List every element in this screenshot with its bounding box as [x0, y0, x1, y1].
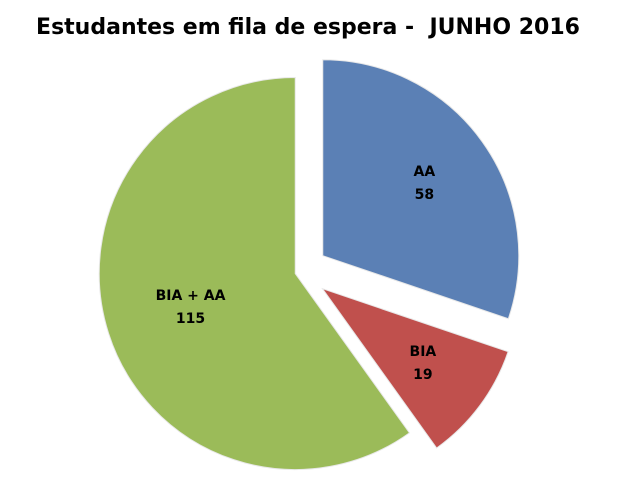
- pie-slice: [322, 59, 520, 320]
- slice-value: 58: [415, 187, 434, 203]
- slice-value: 19: [413, 367, 432, 383]
- slice-value: 115: [176, 311, 205, 327]
- pie-slice: [98, 77, 411, 470]
- pie-slice: [321, 287, 509, 449]
- slice-label: BIA: [410, 344, 437, 360]
- slice-label: BIA + AA: [156, 288, 226, 304]
- chart-title: Estudantes em fila de espera - JUNHO 201…: [36, 15, 580, 40]
- slice-label: AA: [414, 164, 436, 180]
